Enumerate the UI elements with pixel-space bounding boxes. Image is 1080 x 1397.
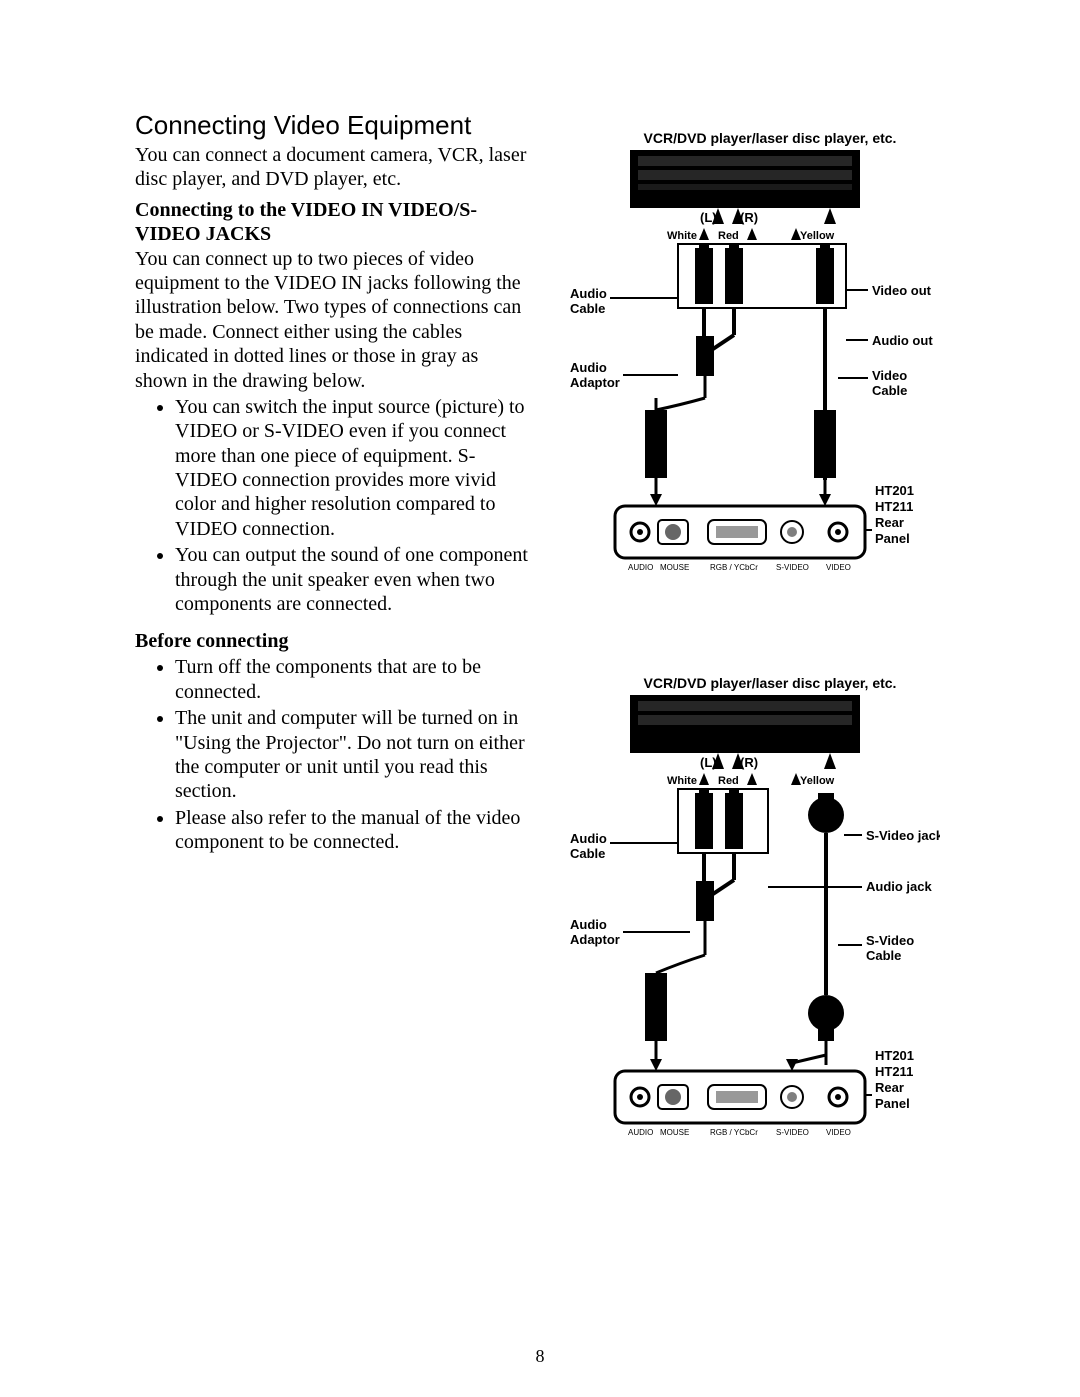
label-audio-cable: Audio (570, 286, 607, 301)
svg-text:Cable: Cable (872, 383, 907, 398)
port-label: AUDIO (628, 563, 653, 572)
svg-text:Rear: Rear (875, 515, 904, 530)
list-item: You can output the sound of one componen… (175, 543, 535, 616)
section-2-bullets: Turn off the components that are to be c… (135, 655, 535, 854)
svg-text:AUDIO: AUDIO (628, 1128, 653, 1137)
svg-text:White: White (667, 775, 697, 787)
svg-text:MOUSE: MOUSE (660, 563, 689, 572)
diagram-1: VCR/DVD player/laser disc player, etc. (… (560, 130, 980, 585)
svg-text:Panel: Panel (875, 531, 910, 546)
svg-text:Panel: Panel (875, 1096, 910, 1111)
svg-text:Red: Red (718, 775, 739, 787)
label-white: White (667, 230, 697, 242)
connection-diagram-svideo: (L) (R) White Red Yellow Audio Cable (560, 695, 940, 1145)
section-1-bullets: You can switch the input source (picture… (135, 395, 535, 617)
svg-text:Yellow: Yellow (800, 775, 835, 787)
svg-text:HT201: HT201 (875, 1048, 914, 1063)
rca-plug (725, 244, 743, 304)
label-audio-out: Audio out (872, 333, 933, 348)
label-video-cable: Video (872, 368, 907, 383)
rca-plug (695, 244, 713, 304)
rca-plug (816, 244, 834, 304)
svg-text:Adaptor: Adaptor (570, 932, 620, 947)
list-item: You can switch the input source (picture… (175, 395, 535, 541)
svg-text:S-VIDEO: S-VIDEO (776, 563, 809, 572)
label-audio-cable: Audio (570, 831, 607, 846)
right-column: VCR/DVD player/laser disc player, etc. (… (560, 110, 980, 1240)
page-number: 8 (0, 1346, 1080, 1367)
list-item: The unit and computer will be turned on … (175, 706, 535, 804)
svg-text:S-VIDEO: S-VIDEO (776, 1128, 809, 1137)
label-yellow: Yellow (800, 230, 835, 242)
label-svideo-cable: S-Video (866, 933, 914, 948)
label-audio-adaptor: Audio (570, 917, 607, 932)
svg-text:Cable: Cable (570, 301, 605, 316)
svg-text:RGB / YCbCr: RGB / YCbCr (710, 1128, 758, 1137)
svg-text:VIDEO: VIDEO (826, 1128, 851, 1137)
svg-text:Adaptor: Adaptor (570, 375, 620, 390)
svg-text:MOUSE: MOUSE (660, 1128, 689, 1137)
svg-text:VIDEO: VIDEO (826, 563, 851, 572)
label-audio-adaptor: Audio (570, 360, 607, 375)
svg-text:Cable: Cable (866, 948, 901, 963)
diagram-2-caption: VCR/DVD player/laser disc player, etc. (560, 675, 980, 691)
list-item: Please also refer to the manual of the v… (175, 806, 535, 855)
diagram-2: VCR/DVD player/laser disc player, etc. (… (560, 675, 980, 1150)
page-title: Connecting Video Equipment (135, 110, 535, 141)
label-red: Red (718, 230, 739, 242)
section-1-title: Connecting to the VIDEO IN VIDEO/S-VIDEO… (135, 198, 535, 247)
label-model: HT201 (875, 483, 914, 498)
list-item: Turn off the components that are to be c… (175, 655, 535, 704)
left-column: Connecting Video Equipment You can conne… (135, 110, 535, 1240)
svg-text:HT211: HT211 (875, 499, 913, 514)
connection-diagram-video: (L) (R) White Red Yellow (560, 150, 940, 580)
svg-text:Rear: Rear (875, 1080, 904, 1095)
intro-text: You can connect a document camera, VCR, … (135, 143, 535, 192)
svg-text:Cable: Cable (570, 846, 605, 861)
diagram-1-caption: VCR/DVD player/laser disc player, etc. (560, 130, 980, 146)
label-video-out: Video out (872, 283, 932, 298)
svg-text:HT211: HT211 (875, 1064, 913, 1079)
svg-text:RGB / YCbCr: RGB / YCbCr (710, 563, 758, 572)
label-svideo-jack: S-Video jack (866, 828, 940, 843)
label-audio-jack: Audio jack (866, 879, 933, 894)
section-1-body: You can connect up to two pieces of vide… (135, 247, 535, 393)
section-2-title: Before connecting (135, 630, 535, 653)
